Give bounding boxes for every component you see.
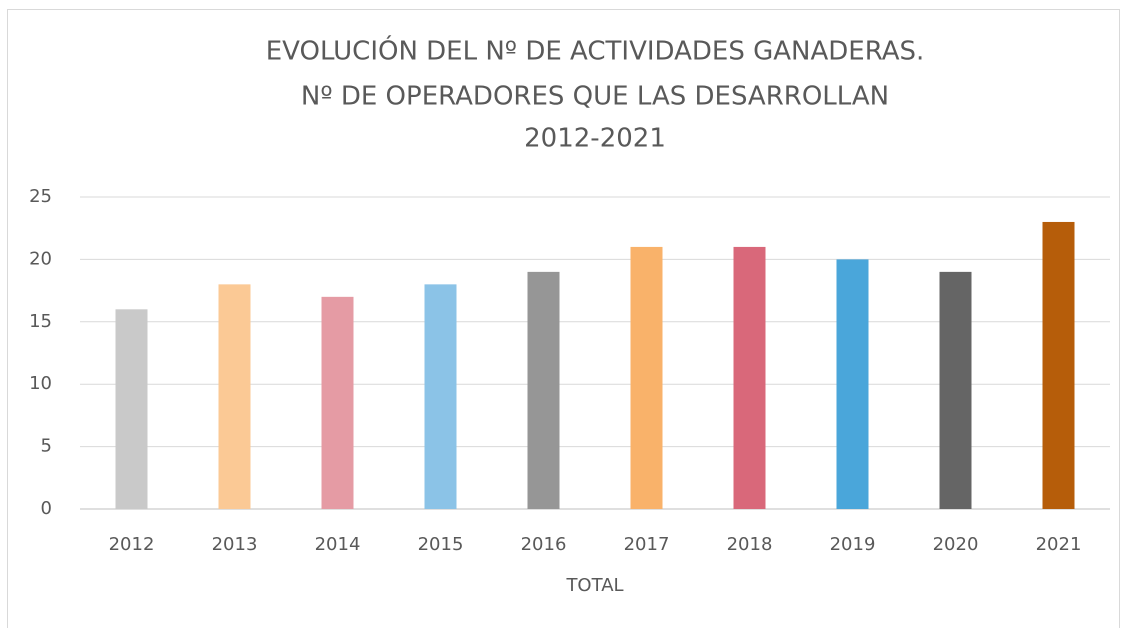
bar (424, 284, 457, 509)
y-tick-label: 5 (41, 436, 52, 457)
chart-frame (7, 9, 1120, 628)
x-tick-label: 2018 (727, 534, 773, 555)
x-tick-label: 2020 (933, 534, 979, 555)
bar (527, 271, 560, 509)
y-tick-label: 20 (29, 248, 52, 269)
chart-title: Nº DE OPERADORES QUE LAS DESARROLLAN (301, 82, 889, 112)
y-tick-label: 0 (41, 498, 52, 519)
y-tick-label: 10 (29, 373, 52, 394)
y-tick-label: 15 (29, 311, 52, 332)
bar (1042, 221, 1075, 509)
bar (836, 259, 869, 509)
x-tick-label: 2015 (418, 534, 464, 555)
bar (630, 246, 663, 510)
bar (115, 309, 148, 509)
bar (939, 271, 972, 509)
bar (218, 284, 251, 509)
y-tick-label: 25 (29, 186, 52, 207)
x-tick-label: 2021 (1036, 534, 1082, 555)
bar (733, 246, 766, 510)
chart-title: EVOLUCIÓN DEL Nº DE ACTIVIDADES GANADERA… (266, 35, 925, 67)
x-tick-label: 2017 (624, 534, 670, 555)
x-tick-label: 2016 (521, 534, 567, 555)
x-axis-label: TOTAL (565, 575, 623, 596)
x-tick-label: 2014 (315, 534, 361, 555)
bar (321, 296, 354, 509)
x-tick-label: 2019 (830, 534, 876, 555)
x-tick-label: 2013 (212, 534, 258, 555)
chart-title: 2012-2021 (524, 124, 666, 154)
x-tick-label: 2012 (109, 534, 155, 555)
